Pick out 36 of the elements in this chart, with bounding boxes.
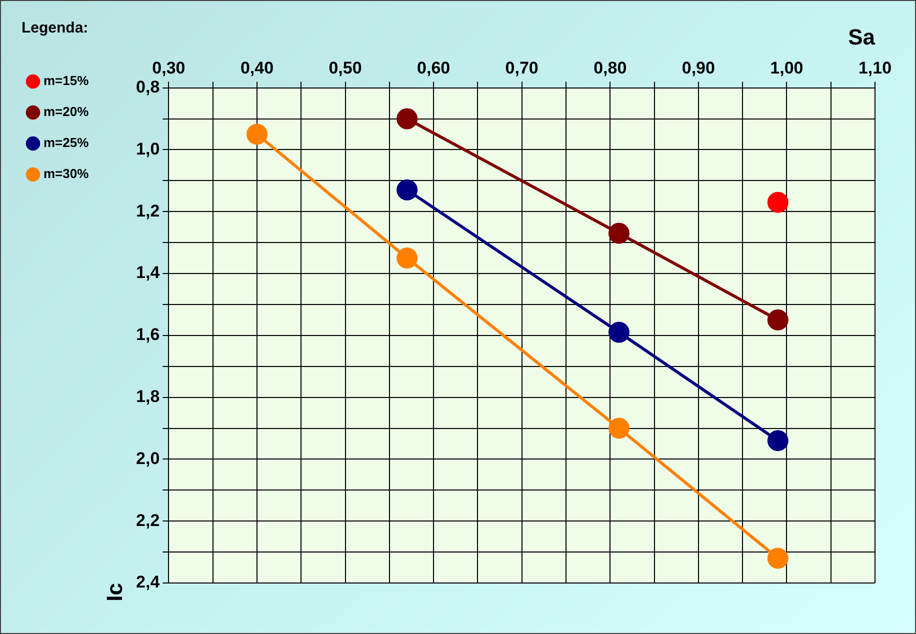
y-tick-label: 2,0 xyxy=(136,448,160,468)
y-tick-label: 0,8 xyxy=(136,77,160,96)
y-tick-label: 2,4 xyxy=(136,572,160,592)
x-tick-label: 0,30 xyxy=(152,58,186,78)
point xyxy=(608,322,630,343)
x-tick-label: 0,50 xyxy=(328,58,362,78)
x-tick-label: 0,80 xyxy=(594,58,627,78)
y-tick-label: 1,8 xyxy=(136,386,160,406)
x-tick-label: 0,70 xyxy=(505,58,538,78)
y-tick-label: 1,0 xyxy=(136,139,160,158)
legend-label: m=15% xyxy=(44,73,90,88)
y-tick-label: 1,4 xyxy=(136,263,160,282)
point xyxy=(767,430,788,452)
point xyxy=(767,192,788,213)
point xyxy=(767,309,788,330)
y-tick-label: 1,2 xyxy=(136,201,160,220)
legend-label: m=25% xyxy=(44,135,90,150)
y-axis-title: Ic xyxy=(102,583,127,602)
x-tick-label: 1,10 xyxy=(858,58,892,78)
x-tick-label: 0,40 xyxy=(240,58,274,78)
point xyxy=(396,248,418,269)
legend-label: m=20% xyxy=(44,104,90,120)
legend-title: Legenda: xyxy=(21,20,88,37)
x-tick-label: 0,60 xyxy=(417,58,450,78)
point xyxy=(396,108,418,130)
point xyxy=(608,222,630,244)
point xyxy=(396,179,418,200)
x-axis-title: Sa xyxy=(848,24,876,50)
point xyxy=(767,548,788,569)
y-tick-label: 2,2 xyxy=(136,510,160,530)
point xyxy=(608,418,630,439)
x-tick-label: 0,90 xyxy=(682,58,715,78)
x-tick-label: 1,00 xyxy=(770,58,804,78)
y-tick-label: 1,6 xyxy=(136,325,160,344)
legend-label: m=30% xyxy=(44,166,90,182)
point xyxy=(246,124,268,145)
